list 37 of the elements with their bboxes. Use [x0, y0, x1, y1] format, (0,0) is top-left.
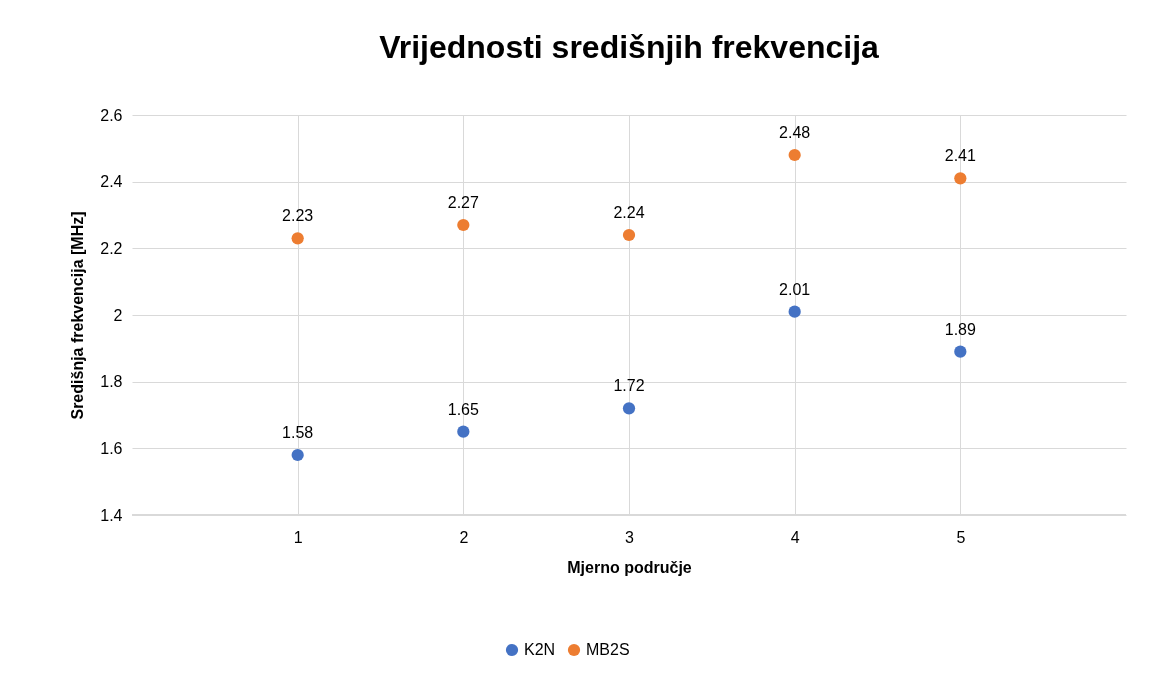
x-tick-label: 5	[956, 528, 966, 546]
data-label: 2.23	[282, 207, 314, 225]
point	[291, 448, 304, 462]
point	[291, 232, 304, 245]
y-tick-label: 1.8	[100, 373, 123, 391]
data-label: 1.89	[944, 320, 977, 338]
x-axis-title: Mjerno područje	[567, 558, 692, 576]
y-tick-label: 2	[113, 306, 123, 324]
y-axis-title: Središnja frekvencija [MHz]	[69, 211, 87, 420]
x-tick-label: 1	[293, 528, 303, 546]
data-label: 2.41	[944, 147, 977, 165]
y-tick-label: 2.4	[100, 173, 123, 191]
y-tick-label: 1.4	[100, 506, 123, 524]
point	[788, 305, 801, 318]
point	[457, 218, 470, 232]
x-tick-label: 2	[459, 528, 469, 546]
legend-label: K2N	[524, 641, 556, 658]
point	[954, 345, 967, 358]
point	[457, 425, 470, 438]
y-tick-label: 2.2	[100, 239, 123, 257]
y-tick-label: 2.6	[100, 106, 123, 124]
x-tick-label: 3	[625, 528, 635, 546]
point	[954, 172, 967, 185]
point	[788, 148, 801, 162]
chart-title: Vrijednosti središnjih frekvencija	[379, 29, 880, 65]
data-label: 2.24	[613, 204, 645, 221]
data-label: 2.48	[779, 124, 811, 141]
data-label: 1.72	[613, 377, 645, 395]
data-label: 2.01	[779, 280, 811, 298]
x-tick-label: 4	[790, 528, 800, 546]
data-label: 2.27	[447, 194, 480, 211]
data-label: 1.65	[447, 400, 480, 418]
point	[622, 402, 636, 415]
legend-label: MB2S	[586, 641, 630, 658]
point	[622, 228, 636, 242]
y-tick-label: 1.6	[100, 439, 123, 457]
data-label: 1.58	[282, 424, 314, 441]
